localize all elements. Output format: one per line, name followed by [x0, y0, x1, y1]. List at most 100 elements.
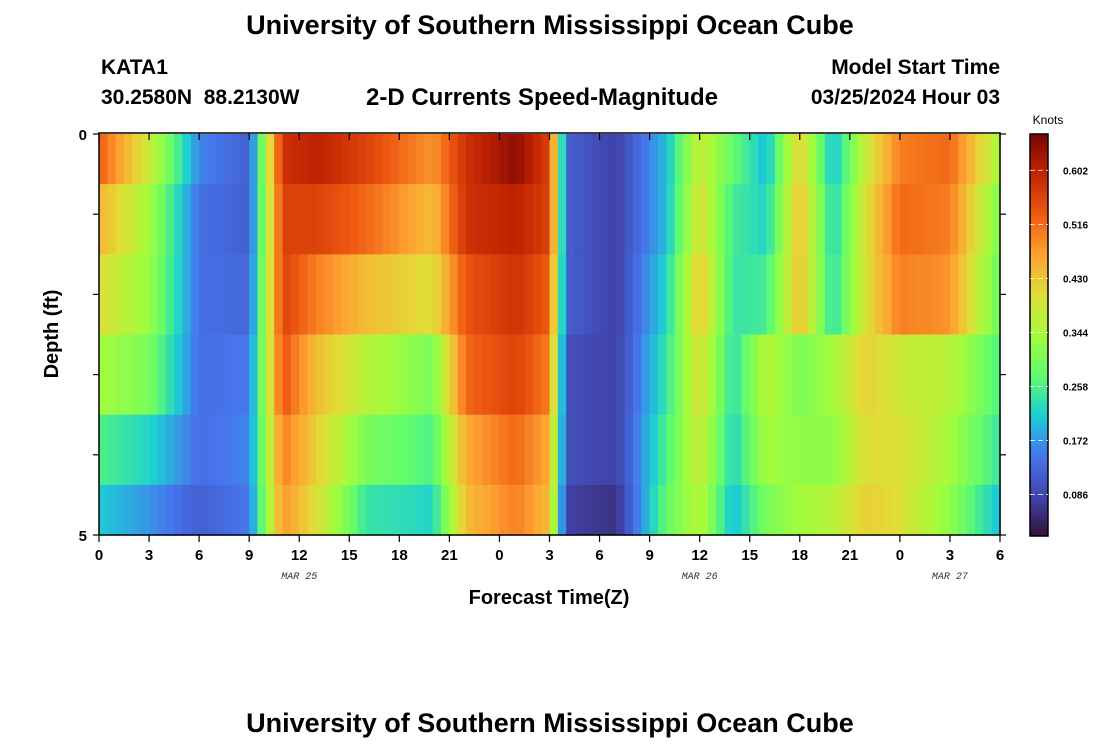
heatmap-cell — [641, 134, 651, 185]
heatmap-cell — [958, 184, 968, 255]
heatmap-cell — [532, 254, 542, 336]
heatmap-cell — [966, 254, 976, 336]
heatmap-cell — [365, 334, 375, 416]
heatmap-cell — [841, 334, 851, 416]
heatmap-cell — [808, 334, 818, 416]
heatmap-cell — [365, 184, 375, 255]
heatmap-cell — [482, 184, 492, 255]
heatmap-cell — [933, 334, 943, 416]
heatmap-cell — [724, 414, 734, 486]
heatmap-cell — [132, 134, 142, 185]
heatmap-cell — [874, 484, 884, 536]
heatmap-cell — [541, 414, 551, 486]
colorbar: Knots 0.086 0.172 0.258 0.344 0.430 0.516 0.60… — [1029, 113, 1088, 537]
heatmap-cell — [991, 134, 1001, 185]
heatmap-cell — [215, 334, 225, 416]
heatmap-cell — [232, 334, 242, 416]
heatmap-cell — [224, 254, 234, 336]
model-start-label: Model Start Time — [831, 56, 1000, 79]
heatmap-cell — [841, 254, 851, 336]
heatmap-cell — [340, 134, 350, 185]
colorbar-tick-label: 0.430 — [1063, 274, 1088, 285]
heatmap-cell — [407, 134, 417, 185]
x-axis-label: Forecast Time(Z) — [469, 587, 630, 609]
heatmap-cell — [349, 414, 359, 486]
colorbar-tick-label: 0.602 — [1063, 166, 1088, 177]
heatmap-cell — [699, 134, 709, 185]
station-coordinates: 30.2580N 88.2130W — [101, 86, 300, 109]
heatmap-cell — [507, 334, 517, 416]
x-tick-label: 3 — [946, 547, 954, 564]
heatmap-cell — [507, 414, 517, 486]
heatmap-cell — [307, 254, 317, 336]
heatmap-cell — [708, 254, 717, 336]
heatmap-cell — [599, 484, 609, 536]
heatmap-cell — [699, 334, 709, 416]
heatmap-cell — [657, 414, 667, 486]
x-date-label: MAR 27 — [932, 572, 968, 583]
heatmap-cell — [824, 484, 834, 536]
heatmap-cell — [866, 254, 876, 336]
x-tick-label: 9 — [245, 547, 253, 564]
heatmap-cell — [499, 414, 509, 486]
heatmap-cell — [132, 184, 142, 255]
heatmap-cell — [716, 254, 726, 336]
heatmap-cell — [357, 184, 367, 255]
heatmap-cell — [182, 254, 192, 336]
heatmap-cell — [783, 414, 793, 486]
heatmap-cell — [249, 184, 259, 255]
heatmap-cell — [349, 254, 359, 336]
heatmap-cell — [641, 254, 651, 336]
heatmap-cell — [249, 334, 259, 416]
heatmap-cell — [908, 414, 918, 486]
heatmap-cell — [641, 334, 651, 416]
heatmap-cell — [207, 484, 217, 536]
heatmap-cell — [390, 134, 400, 185]
heatmap-cell — [849, 484, 859, 536]
heatmap-cell — [99, 414, 108, 486]
heatmap-cell — [290, 254, 300, 336]
heatmap-cell — [941, 484, 951, 536]
heatmap-cell — [883, 484, 893, 536]
heatmap-cell — [532, 184, 542, 255]
heatmap-cell — [799, 184, 809, 255]
heatmap-cell — [140, 254, 150, 336]
heatmap-cell — [808, 484, 818, 536]
heatmap-cell — [657, 184, 667, 255]
heatmap-cell — [641, 184, 651, 255]
heatmap-cell — [457, 414, 467, 486]
heatmap-cell — [416, 184, 425, 255]
heatmap-cell — [733, 334, 742, 416]
heatmap-cell — [574, 484, 584, 536]
heatmap-cell — [682, 134, 692, 185]
heatmap-cell — [716, 484, 726, 536]
heatmap-cell — [499, 254, 509, 336]
heatmap-cell — [407, 414, 417, 486]
heatmap-cell — [766, 254, 776, 336]
heatmap-cell — [699, 414, 709, 486]
heatmap-cell — [174, 184, 184, 255]
heatmap-cell — [716, 184, 726, 255]
heatmap-cell — [632, 484, 642, 536]
heatmap-cell — [249, 484, 259, 536]
heatmap-cell — [174, 254, 184, 336]
heatmap-cell — [624, 184, 634, 255]
heatmap-cell — [916, 334, 926, 416]
heatmap-cell — [199, 134, 209, 185]
heatmap-cell — [733, 484, 742, 536]
colorbar-ticks: 0.086 0.172 0.258 0.344 0.430 0.516 0.602 — [1030, 166, 1088, 502]
heatmap-cell — [841, 484, 851, 536]
heatmap-cell — [816, 414, 826, 486]
heatmap-cell — [257, 484, 267, 536]
heatmap-cell — [232, 254, 242, 336]
heatmap-cell — [340, 334, 350, 416]
heatmap-cell — [933, 414, 943, 486]
heatmap-cell — [466, 134, 476, 185]
heatmap-cell — [774, 254, 784, 336]
heatmap-cell — [457, 184, 467, 255]
heatmap-cell — [390, 254, 400, 336]
heatmap-cell — [491, 134, 501, 185]
heatmap-cell — [724, 134, 734, 185]
heatmap-cell — [624, 334, 634, 416]
heatmap-cell — [908, 484, 918, 536]
